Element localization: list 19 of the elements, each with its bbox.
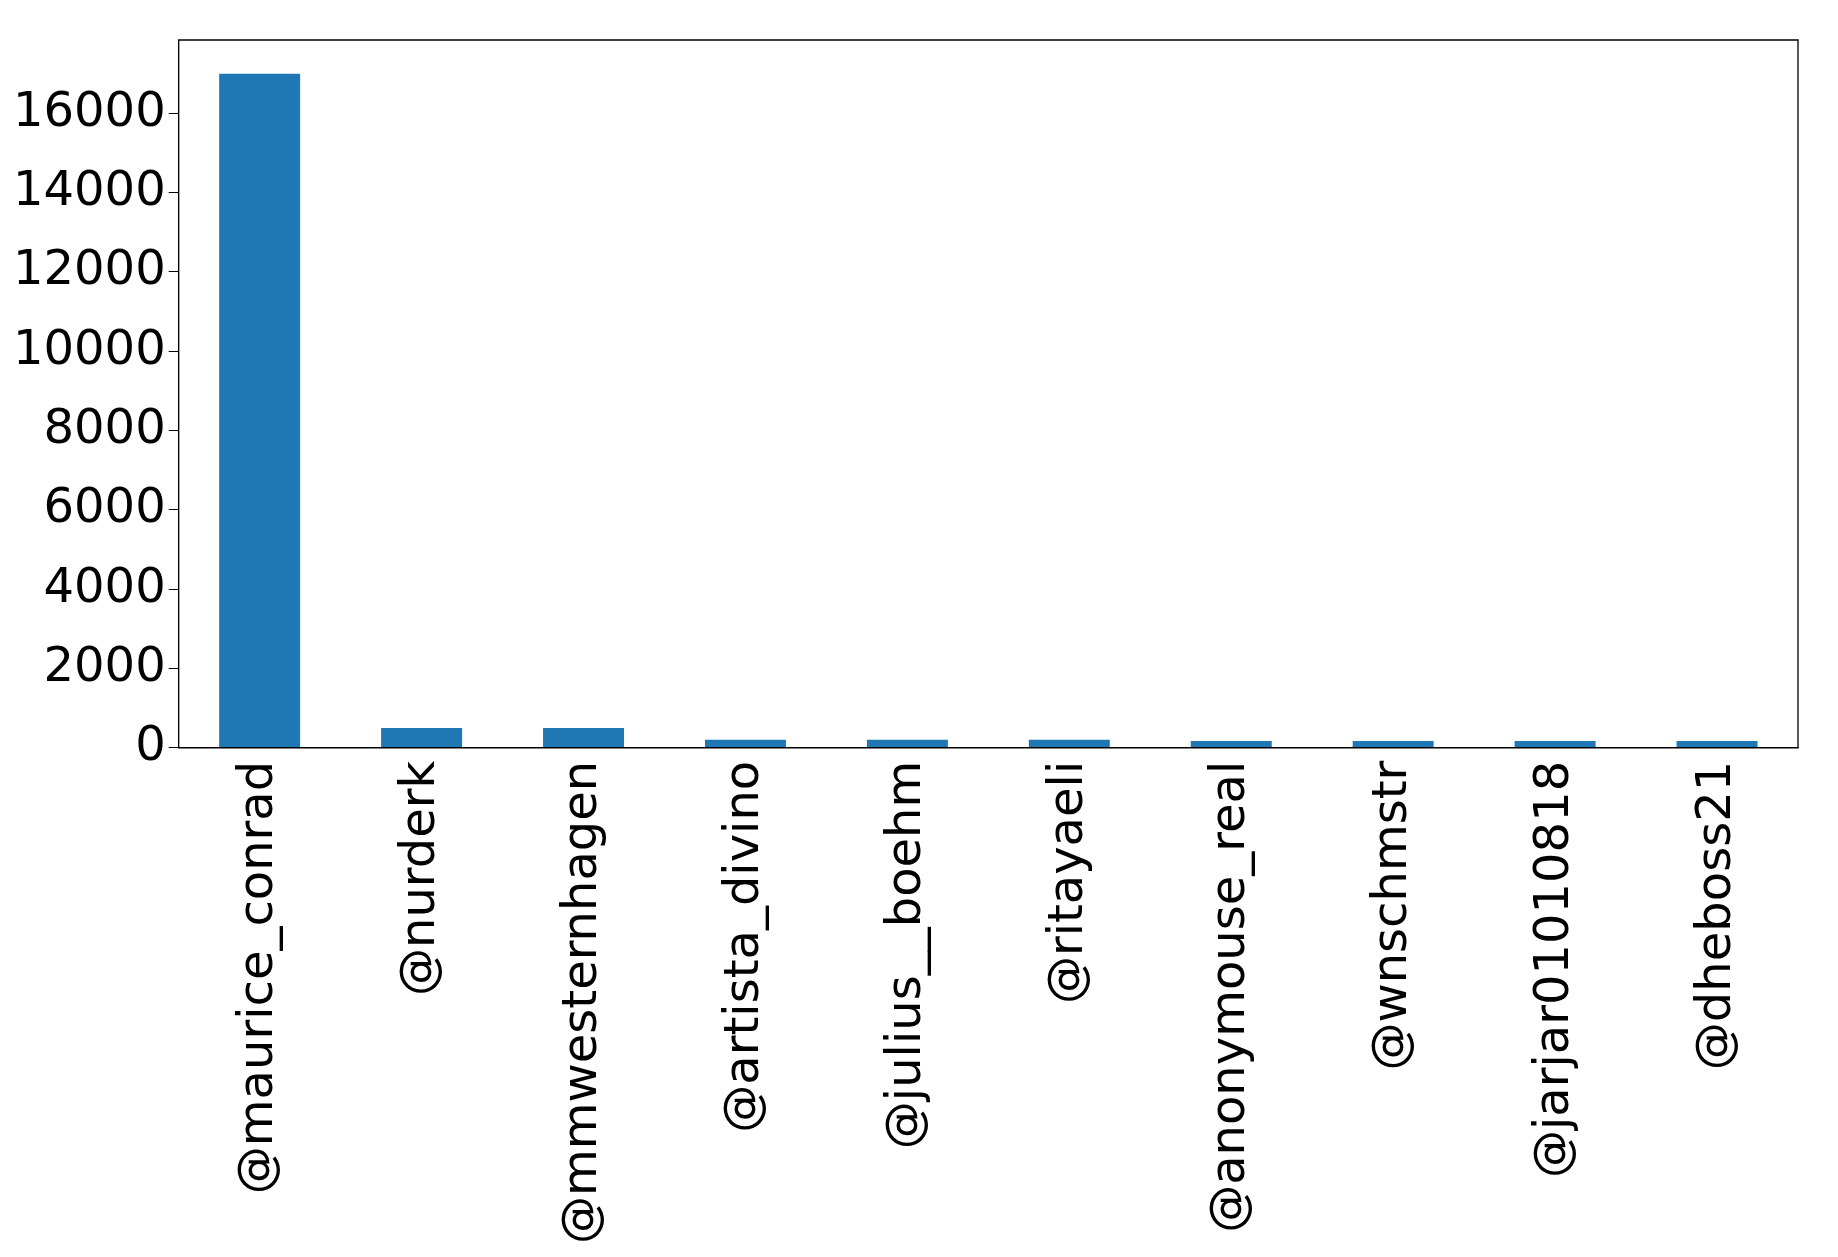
x-tick-label: @anonymouse_real: [1198, 760, 1255, 1233]
y-tick-label: 4000: [43, 556, 166, 613]
x-tick-label: @artista_divino: [712, 760, 769, 1133]
y-tick-label: 12000: [12, 239, 166, 296]
x-tick-label: @nurderk: [389, 760, 446, 997]
y-tick-label: 16000: [12, 80, 166, 137]
y-tick-label: 0: [135, 715, 166, 772]
x-tick-label: @mmwesternhagen: [550, 760, 607, 1244]
x-tick-label: @maurice_conrad: [227, 760, 284, 1195]
y-tick-label: 8000: [43, 398, 166, 455]
x-tick-label: @jarjar01010818: [1522, 760, 1579, 1179]
x-tick-label: @julius__boehm: [874, 760, 931, 1150]
x-tick-label: @dheboss21: [1684, 760, 1741, 1071]
y-tick-label: 10000: [12, 318, 166, 375]
x-tick-label: @ritayaeli: [1036, 760, 1093, 1005]
x-tick-label: @wnschmstr: [1360, 760, 1417, 1071]
y-tick-label: 2000: [43, 635, 166, 692]
y-tick-label: 6000: [43, 477, 166, 534]
y-tick-label: 14000: [12, 160, 166, 217]
